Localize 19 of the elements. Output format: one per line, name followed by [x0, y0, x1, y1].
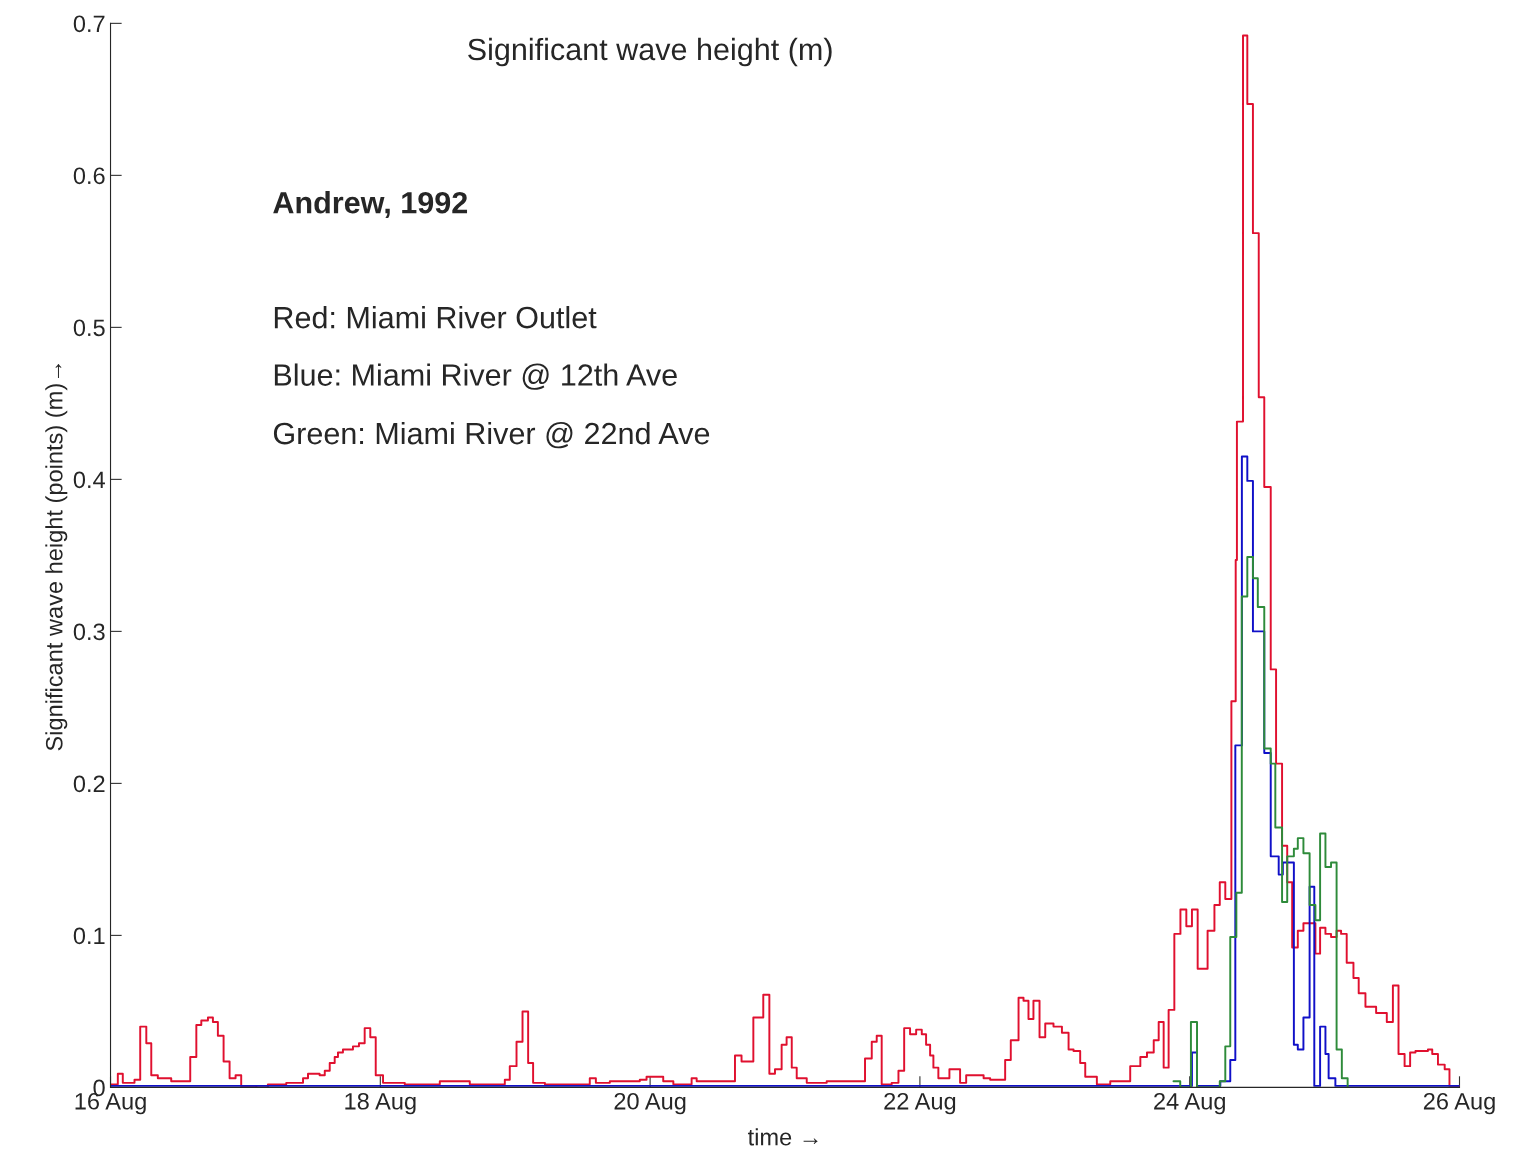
y-tick-label: 0.1 [73, 927, 105, 945]
x-tick-label: 20 Aug [614, 1092, 686, 1115]
y-tick-label: 0.6 [73, 167, 105, 185]
y-tick-label: 0.4 [73, 471, 105, 489]
y-tick-label: 0.5 [73, 319, 105, 337]
x-tick-label: 22 Aug [884, 1092, 956, 1115]
x-tick-label: 24 Aug [1154, 1092, 1225, 1115]
annotation: Blue: Miami River @ 12th Ave [274, 363, 677, 390]
x-tick-label: 18 Aug [345, 1092, 416, 1115]
x-axis-title: time → [747, 1128, 818, 1146]
annotation: Red: Miami River Outlet [274, 305, 597, 329]
y-tick-label: 0.3 [73, 623, 105, 641]
chart-title: Significant wave height (m) [468, 37, 832, 67]
x-tick-label: 26 Aug [1423, 1092, 1495, 1115]
y-tick-label: 0.7 [73, 15, 105, 33]
annotation: Green: Miami River @ 22nd Ave [273, 421, 710, 449]
y-tick-label: 0.2 [73, 775, 105, 793]
y-axis-title: Significant wave height (points) (m)→ [45, 364, 68, 751]
annotation: Andrew, 1992 [273, 191, 468, 218]
